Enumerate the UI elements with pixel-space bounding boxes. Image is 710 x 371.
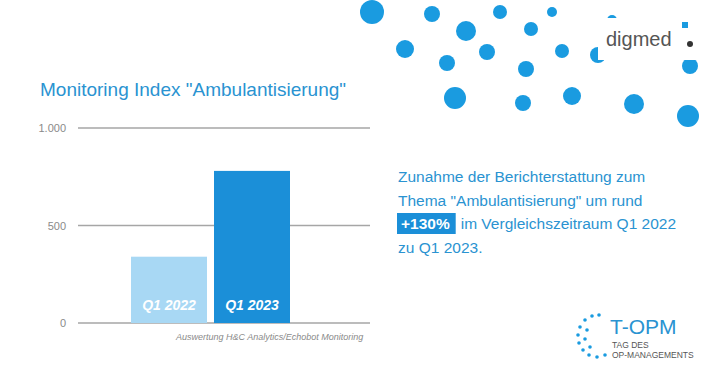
logo-subtitle: OP-MANAGEMENTS bbox=[612, 350, 694, 360]
category-label: Q1 2022 bbox=[142, 297, 196, 313]
grid-line bbox=[78, 127, 370, 129]
tick-label: 0 bbox=[60, 317, 66, 329]
decor-dot bbox=[524, 22, 538, 36]
decor-dot bbox=[682, 58, 698, 74]
logo-topm: T-OPM bbox=[610, 315, 677, 338]
logo-dot bbox=[577, 341, 581, 345]
callout-text: im Vergleichszeitraum Q1 2022 bbox=[461, 215, 676, 232]
decor-dot bbox=[493, 5, 507, 19]
logo-dot bbox=[687, 41, 693, 47]
bar bbox=[131, 257, 207, 323]
logo-box bbox=[598, 18, 702, 60]
logo-dot bbox=[585, 328, 589, 332]
highlight-box bbox=[397, 213, 456, 234]
callout-text: Zunahme der Berichterstattung zum bbox=[398, 168, 645, 185]
logo-dot bbox=[587, 353, 591, 357]
logo-dot bbox=[595, 355, 599, 359]
decor-dot bbox=[439, 55, 455, 71]
decor-dot bbox=[555, 44, 569, 58]
decor-dot bbox=[456, 21, 476, 41]
decor-dot bbox=[360, 0, 384, 24]
decor-dot bbox=[479, 44, 495, 60]
logo-dot bbox=[578, 325, 582, 329]
logo-dot bbox=[576, 333, 580, 337]
category-label: Q1 2023 bbox=[225, 297, 279, 313]
decor-dot bbox=[396, 40, 414, 58]
tick-label: 1.000 bbox=[38, 122, 66, 134]
decor-dot bbox=[624, 94, 644, 114]
decor-dot bbox=[677, 105, 699, 127]
logo-square bbox=[682, 22, 688, 28]
bars bbox=[131, 171, 290, 323]
logo-dot bbox=[597, 313, 601, 317]
logo-subtitle: TAG DES bbox=[612, 340, 649, 350]
bar bbox=[214, 171, 290, 323]
decor-dot bbox=[547, 7, 557, 17]
callout-text: zu Q1 2023. bbox=[398, 239, 482, 256]
chart: digmed Monitoring Index "Ambulantisierung… bbox=[0, 0, 710, 371]
logo-dot bbox=[581, 348, 585, 352]
logo-dot bbox=[583, 337, 587, 341]
decor-dot bbox=[444, 87, 466, 109]
source-note: Auswertung H&C Analytics/Echobot Monitor… bbox=[175, 332, 363, 342]
decor-dot bbox=[563, 87, 581, 105]
logo-dot bbox=[583, 318, 587, 322]
decor-dot bbox=[518, 61, 534, 77]
logo-dot bbox=[588, 345, 592, 349]
callout-highlight: +130% bbox=[401, 215, 450, 232]
logo-dot bbox=[590, 314, 594, 318]
logo-digmed: digmed bbox=[606, 28, 672, 50]
callout-text: Thema "Ambulantisierung" um rund bbox=[398, 192, 642, 209]
title: Monitoring Index "Ambulantisierung" bbox=[40, 79, 346, 100]
logo-dot bbox=[603, 353, 607, 357]
decor-dot bbox=[424, 6, 440, 22]
tick-label: 500 bbox=[48, 220, 66, 232]
decor-dot bbox=[515, 95, 531, 111]
